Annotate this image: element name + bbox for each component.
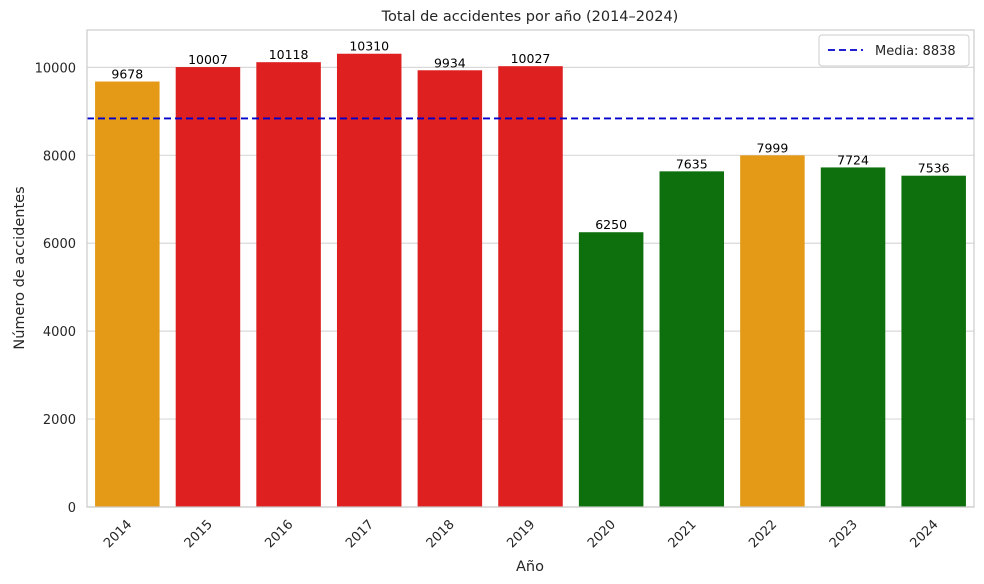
data-label: 9678 [111,67,143,82]
bar [901,175,966,507]
data-label: 10007 [188,52,228,67]
y-tick-label: 2000 [43,413,76,428]
data-label: 9934 [434,55,466,70]
plot-frame [86,29,975,508]
x-axis-label: Año [516,559,544,575]
data-label: 7724 [837,152,869,167]
y-axis-label: Número de accidentes [12,186,28,349]
y-tick-label: 10000 [35,61,76,76]
bar [498,66,563,508]
data-label: 7635 [676,156,708,171]
bar [417,70,483,507]
bars [95,53,966,508]
y-axis-ticks: 0 2000 4000 6000 8000 10000 [35,61,76,516]
y-tick-label: 0 [68,501,76,516]
chart-title: Total de accidentes por año (2014–2024) [381,9,679,25]
data-label: 10027 [511,51,551,66]
bar [740,155,805,507]
legend-mean-label: Media: 8838 [875,44,956,59]
data-label: 10310 [349,39,389,54]
bar [336,53,402,508]
data-label: 7536 [918,161,950,176]
bar [175,67,241,508]
y-tick-label: 8000 [43,149,76,164]
y-tick-label: 6000 [43,237,76,252]
bar [95,81,160,508]
data-label: 6250 [595,217,627,232]
bar [659,171,725,507]
bar [820,167,886,507]
data-label: 10118 [269,47,309,62]
data-labels: 9678 10007 10118 10310 9934 10027 6250 7635 7999… [111,39,949,232]
legend-box [818,34,970,67]
bar [578,232,644,507]
data-label: 7999 [757,140,789,155]
y-tick-label: 4000 [43,325,76,340]
bar [256,62,321,507]
legend: Media: 8838 [818,34,970,67]
